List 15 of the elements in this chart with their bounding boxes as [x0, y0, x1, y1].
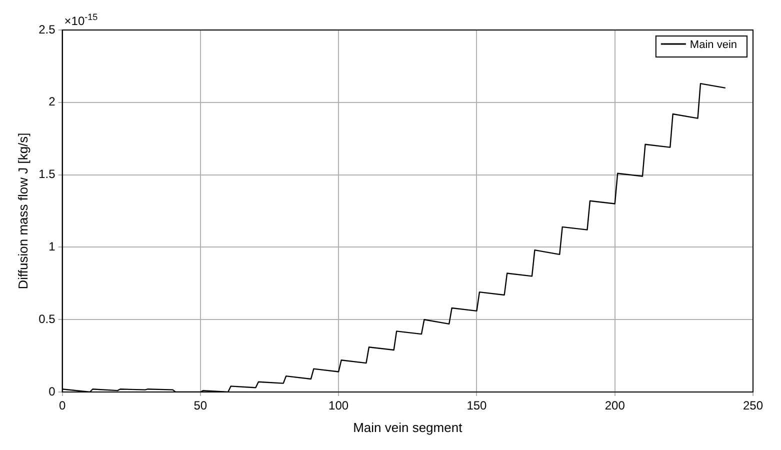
y-tick-label: 2.5 — [38, 22, 56, 36]
x-tick-label: 250 — [742, 398, 764, 413]
legend-label: Main vein — [690, 39, 737, 51]
y-axis-title: Diffusion mass flow J [kg/s] — [15, 132, 30, 290]
x-tick-label: 200 — [604, 398, 626, 413]
y-tick-label: 1 — [48, 240, 56, 254]
y-tick-label: 2 — [48, 94, 56, 109]
y-tick-label: 0.5 — [38, 312, 56, 326]
x-tick-label: 0 — [58, 398, 66, 413]
x-tick-label: 50 — [194, 398, 208, 413]
y-tick-label: 1.5 — [38, 167, 56, 182]
x-tick-label: 100 — [328, 398, 349, 413]
x-tick-label: 150 — [466, 398, 488, 413]
x-axis-title: Main vein segment — [353, 420, 463, 435]
y-tick-label: 0 — [48, 384, 56, 398]
